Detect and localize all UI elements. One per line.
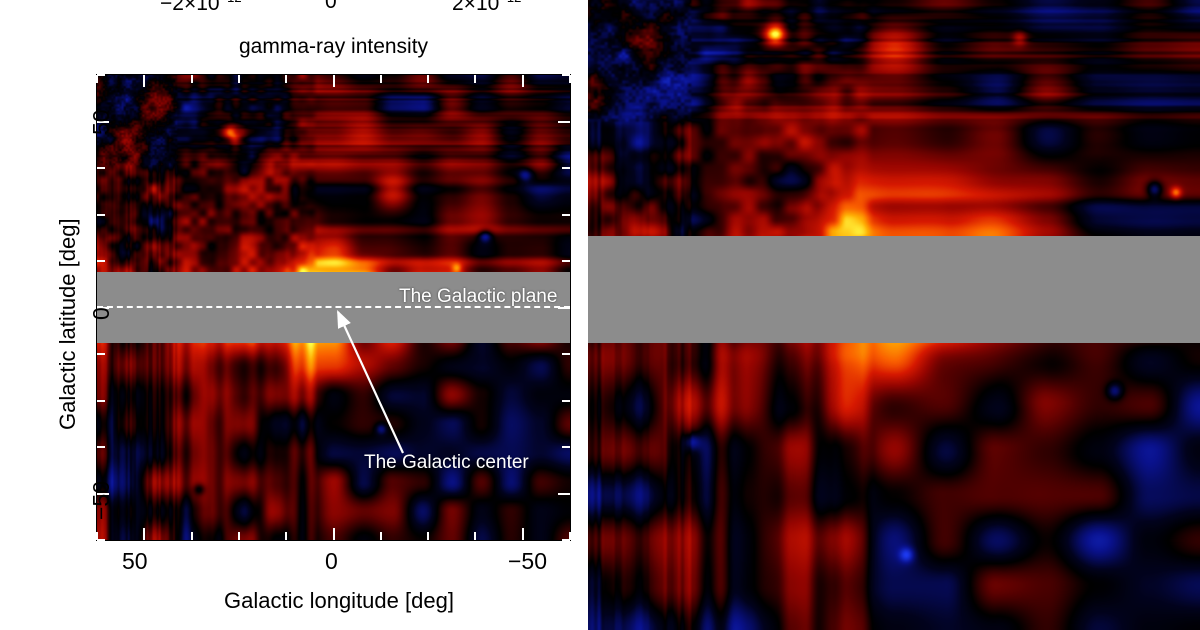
y-tick-left-9 <box>97 492 109 495</box>
x-tick-top-9 <box>521 75 524 87</box>
y-tick-right-2 <box>562 167 570 169</box>
x-tick-top-5 <box>332 75 335 87</box>
y-tick-right-6 <box>562 353 570 355</box>
y-tick-right-7 <box>562 399 570 402</box>
x-tick-bottom-1 <box>143 528 146 540</box>
y-tick-label-50: 50 <box>88 109 114 135</box>
x-tick-bottom-5 <box>332 528 335 540</box>
annotation-galactic-plane: The Galactic plane <box>399 286 558 307</box>
x-tick-bottom-8 <box>474 532 477 540</box>
y-tick-left-7 <box>97 399 105 402</box>
x-tick-label-50: 50 <box>122 548 148 574</box>
x-tick-top-2 <box>190 75 193 83</box>
y-tick-right-9 <box>558 492 570 495</box>
y-axis-title: Galactic latitude [deg] <box>55 218 80 430</box>
x-axis-title: Galactic longitude [deg] <box>224 588 454 613</box>
y-tick-right-8 <box>562 446 570 448</box>
x-tick-bottom-9 <box>521 528 524 540</box>
x-tick-top-8 <box>474 75 477 83</box>
y-tick-left-5 <box>97 306 109 309</box>
y-tick-right-0 <box>562 74 570 76</box>
y-tick-right-4 <box>562 260 570 262</box>
x-tick-bottom-2 <box>190 532 193 540</box>
y-tick-label-minus50: −50 <box>88 480 114 520</box>
y-tick-left-1 <box>97 120 109 123</box>
x-tick-bottom-3 <box>237 532 240 540</box>
y-tick-label-0: 0 <box>88 307 114 320</box>
x-tick-top-10 <box>569 75 571 83</box>
x-tick-label-minus50: −50 <box>508 548 548 574</box>
colorbar-label: gamma-ray intensity <box>239 35 429 58</box>
y-tick-right-5 <box>558 306 570 309</box>
y-tick-left-2 <box>97 167 105 169</box>
y-tick-left-6 <box>97 353 105 355</box>
y-tick-right-3 <box>562 213 570 216</box>
x-tick-top-3 <box>237 75 240 83</box>
y-tick-right-1 <box>558 120 570 123</box>
y-tick-left-8 <box>97 446 105 448</box>
x-tick-top-7 <box>427 75 430 83</box>
colorbar-tick-left: −2×10−12 <box>160 0 242 15</box>
x-tick-top-1 <box>143 75 146 87</box>
colorbar-tick-center: 0 <box>325 0 337 13</box>
x-tick-top-0 <box>96 75 98 83</box>
right-masked-plane-band <box>588 236 1200 343</box>
y-tick-left-3 <box>97 213 105 216</box>
x-tick-bottom-6 <box>379 532 382 540</box>
colorbar-tick-right: 2×10−12 <box>452 0 521 15</box>
y-tick-left-4 <box>97 260 105 262</box>
y-tick-left-0 <box>97 74 105 76</box>
x-tick-bottom-0 <box>96 532 98 540</box>
x-tick-bottom-10 <box>569 532 571 540</box>
galactic-plane-dashed-line <box>97 306 570 308</box>
x-tick-bottom-4 <box>285 532 288 540</box>
y-tick-left-10 <box>97 539 105 541</box>
x-tick-top-6 <box>379 75 382 83</box>
x-tick-bottom-7 <box>427 532 430 540</box>
x-tick-label-0: 0 <box>325 548 338 574</box>
annotation-galactic-center: The Galactic center <box>364 452 529 473</box>
x-tick-top-4 <box>285 75 288 83</box>
y-tick-right-10 <box>562 539 570 541</box>
